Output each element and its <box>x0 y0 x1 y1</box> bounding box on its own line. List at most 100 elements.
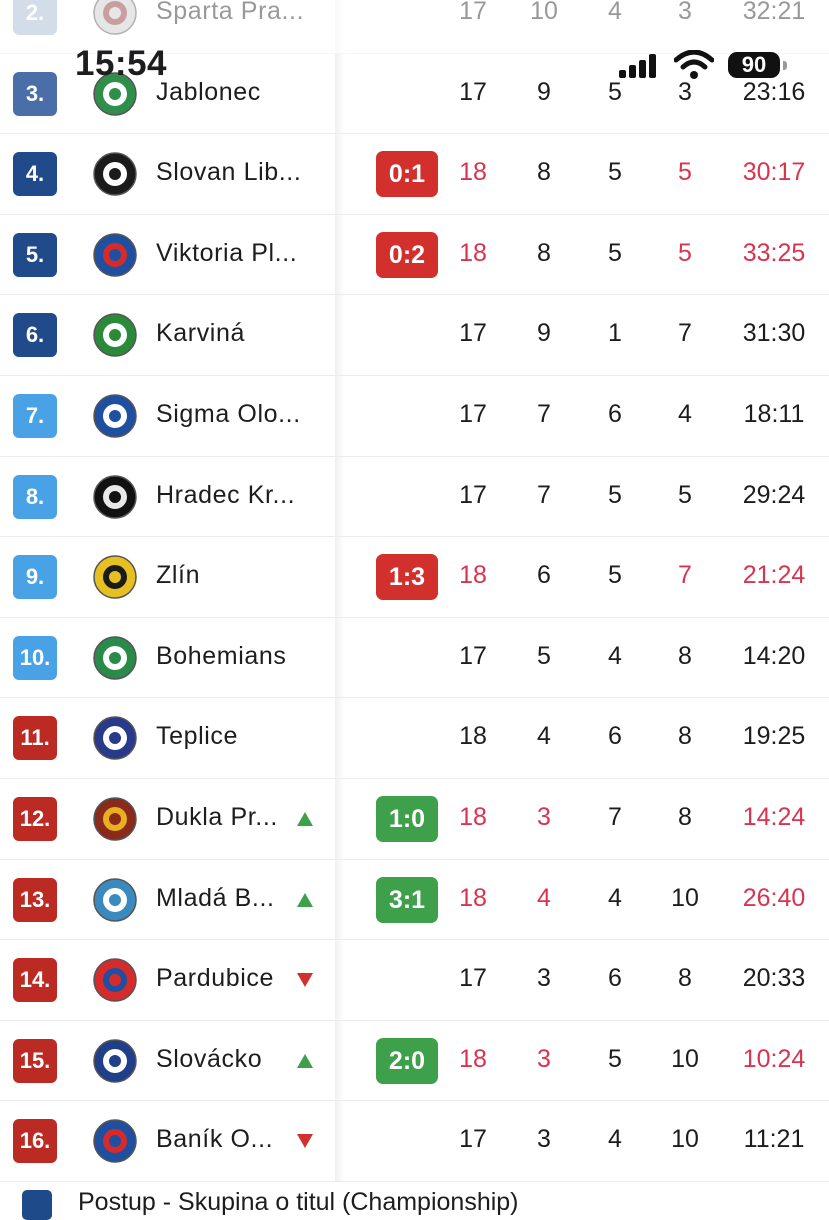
team-name[interactable]: Mladá B... <box>156 883 275 912</box>
battery-tip-icon <box>783 61 787 70</box>
table-row[interactable]: 7. Sigma Olo... 17 7 6 4 18:11 <box>0 375 829 457</box>
goal-score: 30:17 <box>742 158 806 187</box>
trend-down-icon <box>296 1133 314 1149</box>
table-row[interactable]: 5. Viktoria Pl... 0:2 18 8 5 5 33:25 <box>0 214 829 296</box>
team-name[interactable]: Pardubice <box>156 964 274 993</box>
live-score-badge[interactable]: 2:0 <box>376 1037 438 1084</box>
column-divider <box>335 0 345 53</box>
goal-score: 23:16 <box>742 77 806 106</box>
goal-score: 21:24 <box>742 561 806 590</box>
goal-score: 10:24 <box>742 1044 806 1073</box>
goal-score: 33:25 <box>742 238 806 267</box>
matches-played: 18 <box>459 802 487 831</box>
table-row[interactable]: 11. Teplice 18 4 6 8 19:25 <box>0 698 829 779</box>
table-row[interactable]: 14. Pardubice 17 3 6 8 20:33 <box>0 940 829 1021</box>
table-row[interactable]: 2. Sparta Pra... 17 10 4 3 32:21 <box>0 0 829 54</box>
losses: 5 <box>678 480 692 509</box>
rank-badge: 2. <box>13 0 57 35</box>
goal-score: 29:24 <box>742 480 806 509</box>
rank-badge: 5. <box>13 232 57 277</box>
losses: 7 <box>678 319 692 348</box>
team-name[interactable]: Zlín <box>156 561 201 590</box>
live-score-badge[interactable]: 0:2 <box>376 231 438 278</box>
matches-played: 17 <box>459 480 487 509</box>
matches-played: 18 <box>459 238 487 267</box>
matches-played: 18 <box>459 1044 487 1073</box>
wins: 3 <box>537 964 551 993</box>
live-score-badge[interactable]: 1:3 <box>376 554 438 601</box>
team-name[interactable]: Teplice <box>156 722 239 751</box>
matches-played: 18 <box>459 158 487 187</box>
table-row[interactable]: 3. Jablonec 17 9 5 3 23:16 <box>0 53 829 135</box>
table-row[interactable]: 13. Mladá B... 3:1 18 4 4 10 26:40 <box>0 859 829 941</box>
matches-played: 17 <box>459 319 487 348</box>
trend-up-icon <box>296 892 314 908</box>
goal-score: 14:20 <box>742 641 806 670</box>
team-name[interactable]: Sparta Pra... <box>156 0 305 25</box>
team-name[interactable]: Dukla Pr... <box>156 802 278 831</box>
matches-played: 17 <box>459 0 487 25</box>
wins: 5 <box>537 641 551 670</box>
table-row[interactable]: 12. Dukla Pr... 1:0 18 3 7 8 14:24 <box>0 778 829 860</box>
legend-text: Postup - Skupina o titul (Championship) <box>78 1188 519 1216</box>
table-row[interactable]: 4. Slovan Lib... 0:1 18 8 5 5 30:17 <box>0 134 829 215</box>
table-row[interactable]: 15. Slovácko 2:0 18 3 5 10 10:24 <box>0 1020 829 1102</box>
losses: 8 <box>678 964 692 993</box>
viktoria-plzen-crest-icon <box>92 232 138 278</box>
rank-badge: 13. <box>13 877 57 922</box>
teplice-crest-icon <box>92 715 138 761</box>
matches-played: 17 <box>459 1125 487 1154</box>
table-row[interactable]: 6. Karviná 17 9 1 7 31:30 <box>0 295 829 376</box>
dukla-praha-crest-icon <box>92 796 138 842</box>
losses: 3 <box>678 0 692 25</box>
sparta-crest-icon <box>92 0 138 36</box>
slovan-liberec-crest-icon <box>92 151 138 197</box>
goal-score: 18:11 <box>743 399 805 428</box>
draws: 5 <box>608 238 622 267</box>
matches-played: 17 <box>459 964 487 993</box>
column-divider <box>335 456 345 537</box>
table-row[interactable]: 10. Bohemians 17 5 4 8 14:20 <box>0 617 829 699</box>
table-row[interactable]: 9. Zlín 1:3 18 6 5 7 21:24 <box>0 537 829 618</box>
trend-down-icon <box>296 972 314 988</box>
draws: 4 <box>608 1125 622 1154</box>
karvina-crest-icon <box>92 312 138 358</box>
rank-badge: 3. <box>13 71 57 116</box>
losses: 5 <box>678 238 692 267</box>
table-row[interactable]: 16. Baník O... 17 3 4 10 11:21 <box>0 1101 829 1182</box>
live-score-badge[interactable]: 0:1 <box>376 151 438 198</box>
live-score-badge[interactable]: 1:0 <box>376 795 438 842</box>
wifi-icon <box>674 50 714 79</box>
jablonec-crest-icon <box>92 71 138 117</box>
losses: 10 <box>671 883 699 912</box>
team-name[interactable]: Viktoria Pl... <box>156 238 298 267</box>
team-name[interactable]: Karviná <box>156 319 245 348</box>
rank-badge: 10. <box>13 635 57 680</box>
draws: 6 <box>608 964 622 993</box>
draws: 5 <box>608 480 622 509</box>
column-divider <box>335 53 345 134</box>
column-divider <box>335 1020 345 1101</box>
team-name[interactable]: Bohemians <box>156 641 287 670</box>
column-divider <box>335 617 345 698</box>
team-name[interactable]: Slovan Lib... <box>156 158 302 187</box>
team-name[interactable]: Sigma Olo... <box>156 399 301 428</box>
live-score-badge[interactable]: 3:1 <box>376 876 438 923</box>
team-name[interactable]: Hradec Kr... <box>156 480 296 509</box>
draws: 1 <box>608 319 622 348</box>
standings-table: 2. Sparta Pra... 17 10 4 3 32:21 3. Jablonec 17 9 5… <box>0 0 829 1182</box>
legend-swatch <box>22 1190 52 1220</box>
team-name[interactable]: Slovácko <box>156 1044 263 1073</box>
team-name[interactable]: Baník O... <box>156 1125 274 1154</box>
draws: 4 <box>608 641 622 670</box>
losses: 8 <box>678 641 692 670</box>
hradec-kralove-crest-icon <box>92 474 138 520</box>
banik-ostrava-crest-icon <box>92 1118 138 1164</box>
matches-played: 18 <box>459 883 487 912</box>
team-name[interactable]: Jablonec <box>156 77 261 106</box>
table-row[interactable]: 8. Hradec Kr... 17 7 5 5 29:24 <box>0 456 829 538</box>
wins: 7 <box>537 480 551 509</box>
rank-badge: 9. <box>13 555 57 600</box>
losses: 10 <box>671 1125 699 1154</box>
wins: 8 <box>537 158 551 187</box>
